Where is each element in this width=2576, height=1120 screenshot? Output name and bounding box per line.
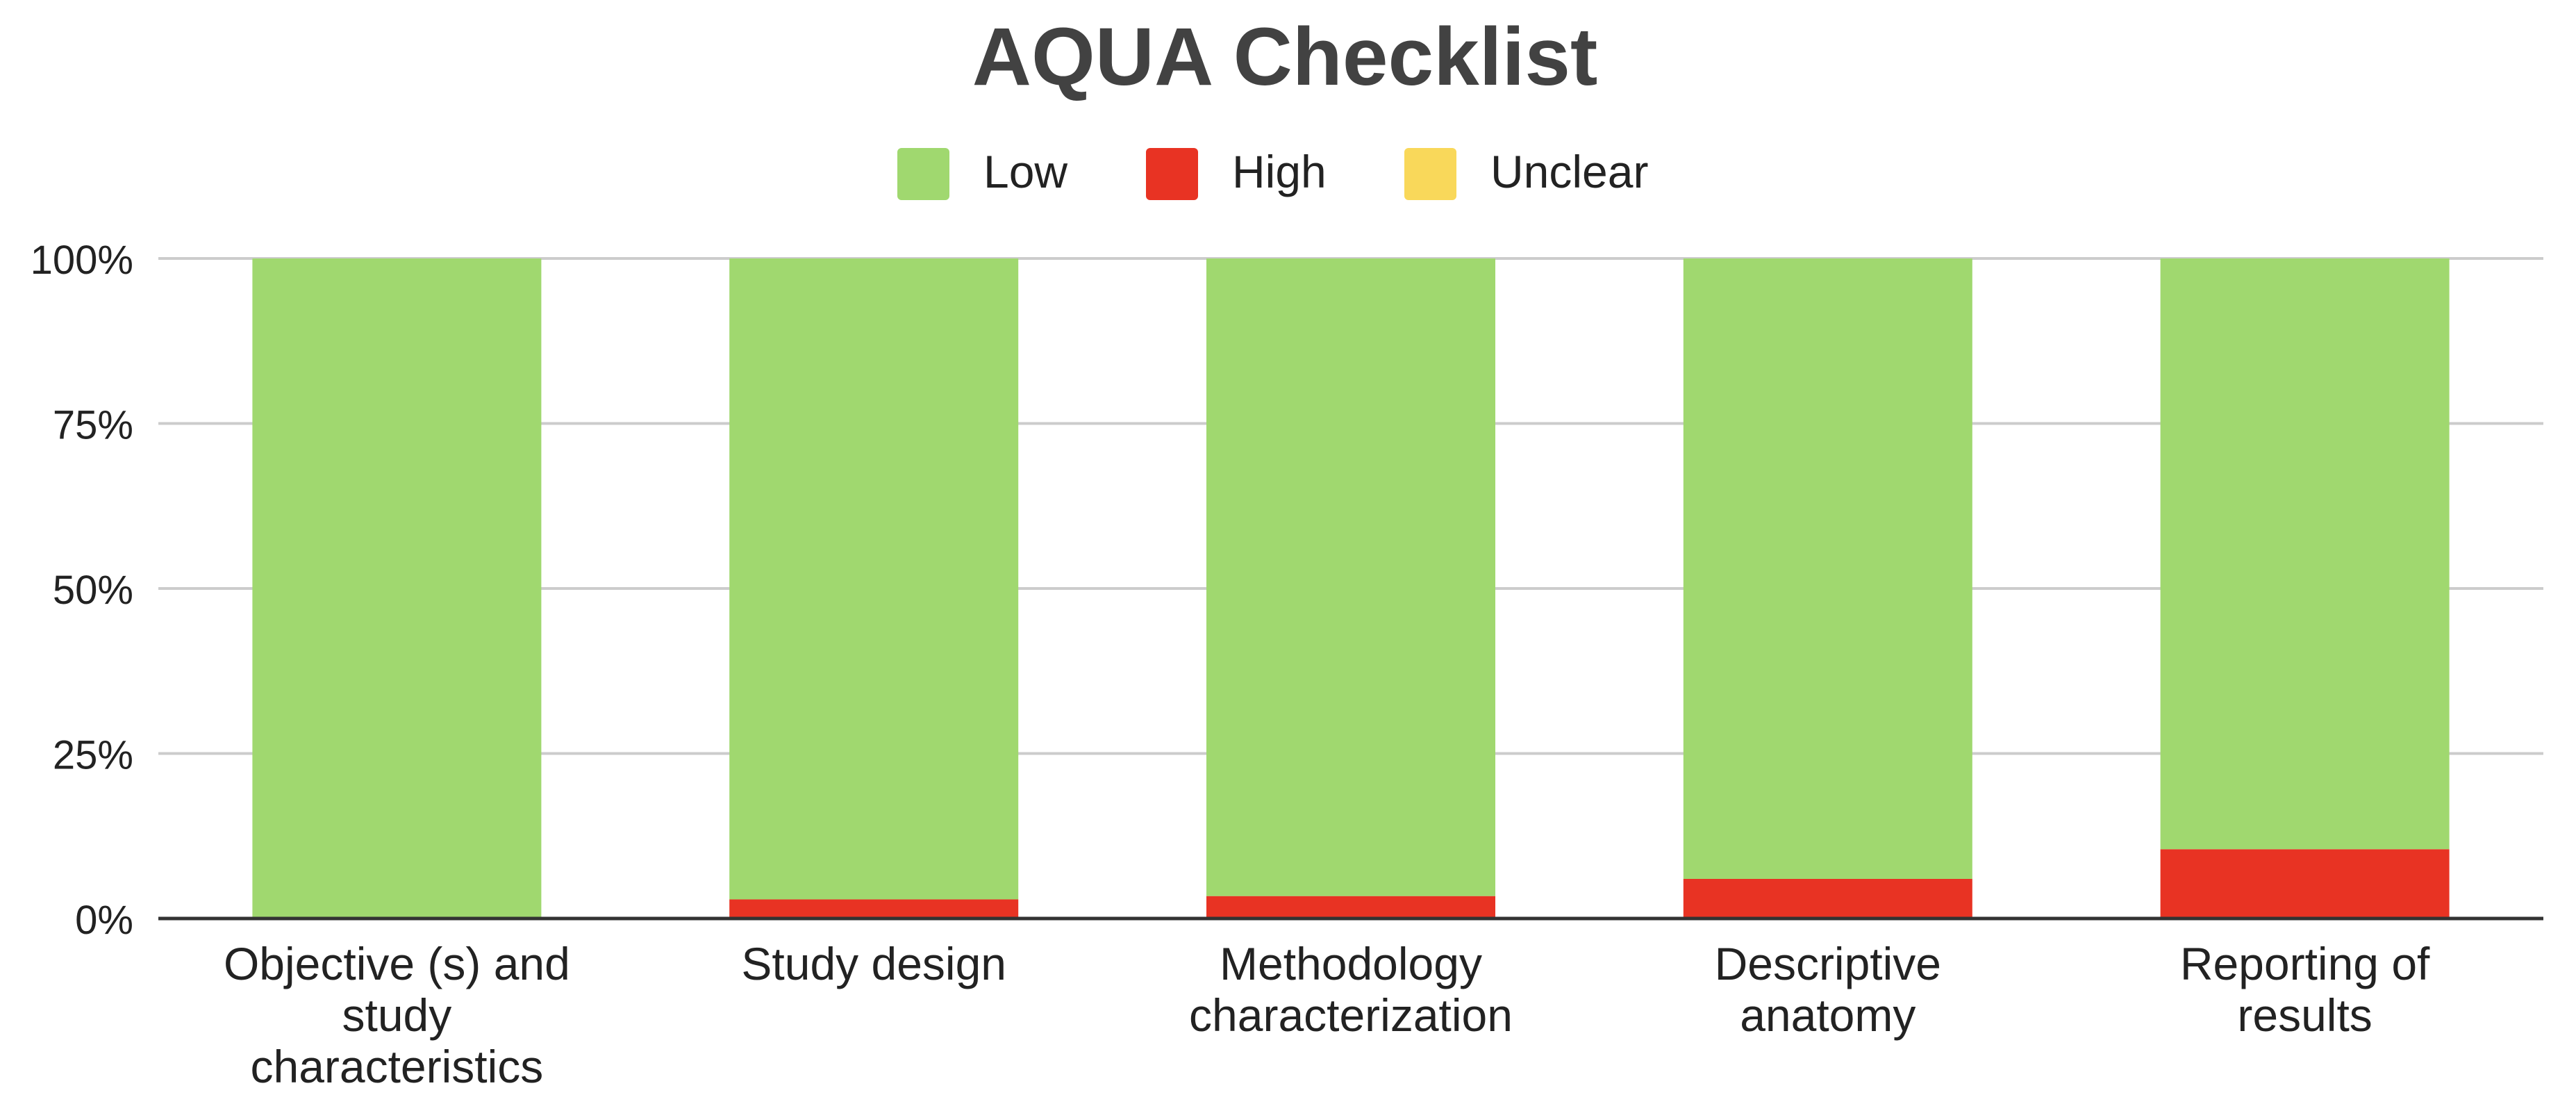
x-category-label: Descriptive [1715,938,1941,989]
x-category-label: results [2237,989,2372,1041]
y-tick-label: 0% [75,898,133,943]
bar-low-1 [729,258,1019,900]
legend-label-high: High [1232,146,1327,197]
y-tick-labels: 0% 25% 50% 75% 100% [31,238,133,943]
x-category-label: study [342,989,452,1041]
x-category-label: anatomy [1740,989,1916,1041]
x-category-label: Study design [741,938,1006,989]
bar-low-4 [2160,258,2450,850]
bar-high-1 [729,899,1019,919]
bar-high-4 [2160,849,2450,919]
y-tick-label: 100% [31,238,133,283]
y-tick-label: 25% [53,733,133,778]
legend: Low High Unclear [897,146,1648,200]
x-category-label: Methodology [1220,938,1482,989]
y-tick-label: 50% [53,568,133,613]
legend-swatch-unclear [1404,148,1456,200]
bars [252,258,2450,919]
bar-low-0 [252,258,542,919]
bar-low-3 [1683,258,1972,879]
x-category-label: characteristics [251,1041,544,1092]
legend-label-low: Low [983,146,1067,197]
bar-low-2 [1206,258,1495,896]
bar-high-2 [1206,896,1495,919]
x-category-label: Objective (s) and [224,938,570,989]
legend-label-unclear: Unclear [1490,146,1648,197]
x-category-label: Reporting of [2180,938,2430,989]
bar-high-3 [1683,879,1972,919]
x-category-label: characterization [1189,989,1513,1041]
legend-swatch-low [897,148,949,200]
chart-title: AQUA Checklist [972,11,1598,103]
legend-swatch-high [1146,148,1198,200]
y-tick-label: 75% [53,403,133,448]
